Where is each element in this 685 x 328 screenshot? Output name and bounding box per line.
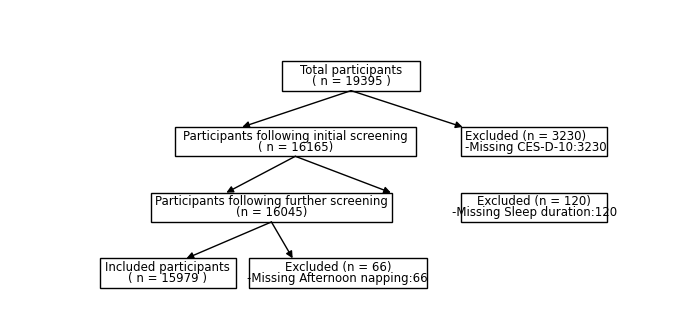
Text: Participants following further screening: Participants following further screening <box>155 195 388 208</box>
Text: ( n = 15979 ): ( n = 15979 ) <box>128 272 208 285</box>
FancyBboxPatch shape <box>461 193 607 222</box>
Text: Participants following initial screening: Participants following initial screening <box>183 130 408 143</box>
FancyBboxPatch shape <box>249 258 427 288</box>
Text: Total participants: Total participants <box>300 64 402 77</box>
FancyBboxPatch shape <box>100 258 236 288</box>
Text: Included participants: Included participants <box>105 261 230 274</box>
Text: Excluded (n = 66): Excluded (n = 66) <box>284 261 391 274</box>
FancyBboxPatch shape <box>175 127 416 156</box>
Text: (n = 16045): (n = 16045) <box>236 206 307 219</box>
FancyBboxPatch shape <box>282 61 420 91</box>
FancyBboxPatch shape <box>461 127 607 156</box>
Text: ( n = 16165): ( n = 16165) <box>258 141 333 154</box>
FancyBboxPatch shape <box>151 193 393 222</box>
Text: -Missing CES-D-10:3230: -Missing CES-D-10:3230 <box>466 141 607 154</box>
Text: -Missing Sleep duration:120: -Missing Sleep duration:120 <box>451 206 616 219</box>
Text: ( n = 19395 ): ( n = 19395 ) <box>312 75 390 88</box>
Text: Excluded (n = 3230): Excluded (n = 3230) <box>466 130 586 143</box>
Text: Excluded (n = 120): Excluded (n = 120) <box>477 195 591 208</box>
Text: -Missing Afternoon napping:66: -Missing Afternoon napping:66 <box>247 272 428 285</box>
